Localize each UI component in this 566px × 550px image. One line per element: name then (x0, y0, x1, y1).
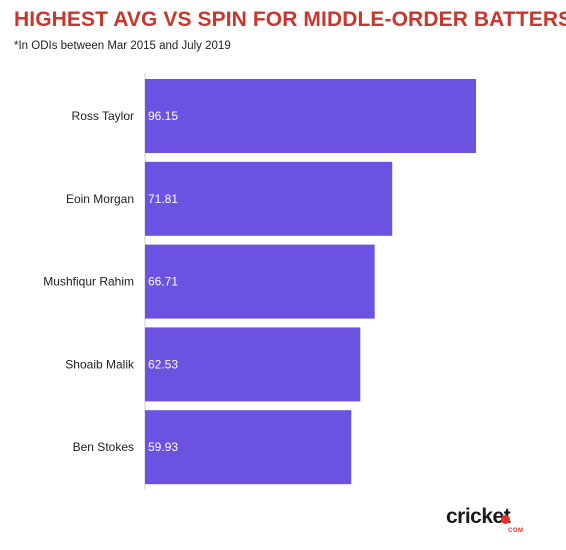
logo-suffix: COM (508, 528, 524, 534)
category-label: Ben Stokes (73, 440, 134, 454)
chart-subtitle: *In ODIs between Mar 2015 and July 2019 (14, 40, 231, 52)
value-label: 62.53 (148, 357, 178, 371)
category-label: Mushfiqur Rahim (43, 275, 134, 289)
category-label: Ross Taylor (72, 109, 134, 123)
cricket-com-logo: cricket COM (446, 505, 542, 537)
logo-wordmark: cricket (446, 505, 511, 528)
bar-2 (145, 244, 375, 319)
bar-3 (145, 327, 361, 402)
value-label: 66.71 (148, 275, 178, 289)
bars-group: Ross Taylor 96.15 Eoin Morgan 71.81 Mushfiqu… (43, 79, 476, 485)
chart-title: HIGHEST AVG VS SPIN FOR MIDDLE-ORDER BAT… (14, 8, 566, 31)
value-label: 59.93 (148, 440, 178, 454)
bar-4 (145, 410, 352, 485)
bar-1 (145, 161, 393, 236)
logo-ball-icon (501, 515, 510, 524)
bar-0 (145, 79, 476, 153)
category-label: Eoin Morgan (66, 192, 134, 206)
value-label: 96.15 (148, 109, 178, 123)
value-label: 71.81 (148, 192, 178, 206)
category-label: Shoaib Malik (65, 357, 135, 371)
